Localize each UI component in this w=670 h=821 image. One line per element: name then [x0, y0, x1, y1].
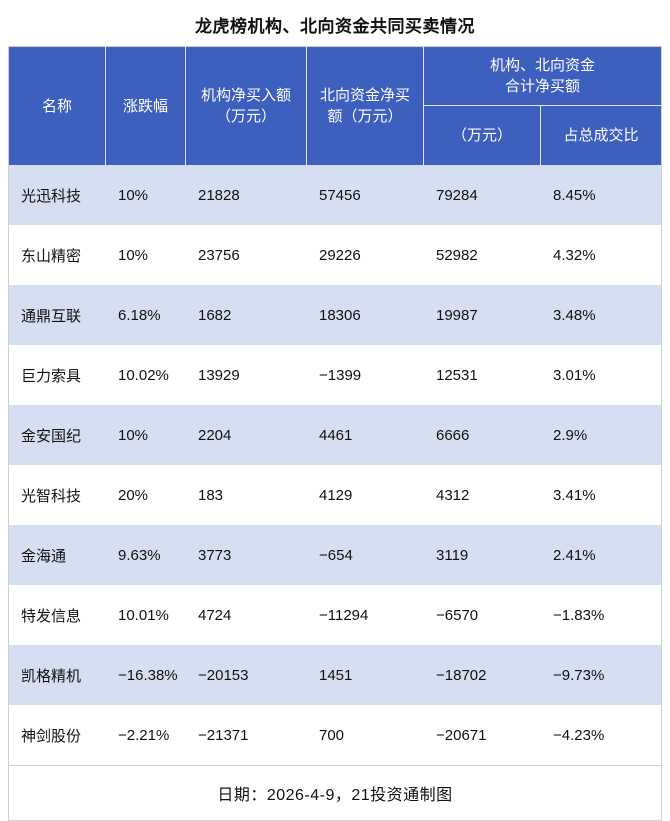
cell-total-net-buy: 4312 — [436, 486, 470, 504]
cell-inst-net-buy: −20153 — [198, 666, 249, 684]
header-label-line: 北向资金净买 — [319, 87, 410, 104]
header-label-line: 名称 — [41, 97, 72, 115]
cell-change: −16.38% — [118, 666, 178, 684]
cell-ratio: −4.23% — [553, 726, 605, 744]
cell-name: 巨力索具 — [21, 367, 82, 385]
group-header-title: 机构、北向资金 合计净买额 — [424, 47, 661, 106]
cell-total-net-buy: 52982 — [436, 246, 478, 264]
table-row: 光迅科技 10% 21828 57456 79284 8.45% — [9, 165, 661, 225]
header-label-line: 额（万元） — [327, 108, 403, 125]
cell-inst-net-buy: 13929 — [198, 366, 240, 384]
table-row: 金海通 9.63% 3773 −654 3119 2.41% — [9, 525, 661, 585]
cell-change: 10% — [118, 426, 149, 444]
cell-north-net-buy: 18306 — [319, 306, 361, 324]
column-header-name: 名称 — [9, 47, 106, 165]
cell-name: 特发信息 — [21, 607, 82, 625]
cell-north-net-buy: 1451 — [319, 666, 353, 684]
cell-change: 10% — [118, 186, 149, 204]
table-row: 东山精密 10% 23756 29226 52982 4.32% — [9, 225, 661, 285]
header-label-line: 涨跌幅 — [122, 97, 168, 115]
cell-north-net-buy: 57456 — [319, 186, 361, 204]
header-label-line: 机构净买入额 — [200, 87, 291, 104]
cell-inst-net-buy: 4724 — [198, 606, 232, 624]
cell-ratio: 2.41% — [553, 546, 596, 564]
table-row: 特发信息 10.01% 4724 −11294 −6570 −1.83% — [9, 585, 661, 645]
table-header: 名称 涨跌幅 机构净买入额 （万元） 北向资金净买 额（万元） 机构、北向资金 … — [9, 47, 661, 165]
cell-ratio: 4.32% — [553, 246, 596, 264]
data-table: 名称 涨跌幅 机构净买入额 （万元） 北向资金净买 额（万元） 机构、北向资金 … — [8, 46, 662, 821]
cell-name: 光迅科技 — [21, 187, 82, 205]
table-row: 通鼎互联 6.18% 1682 18306 19987 3.48% — [9, 285, 661, 345]
header-label-line: （万元） — [451, 127, 512, 144]
column-header-change: 涨跌幅 — [106, 47, 186, 165]
cell-inst-net-buy: 23756 — [198, 246, 240, 264]
table-body: 光迅科技 10% 21828 57456 79284 8.45% 东山精密 10… — [9, 165, 661, 765]
column-group-header-total: 机构、北向资金 合计净买额 （万元） 占总成交比 — [424, 47, 661, 165]
cell-total-net-buy: −18702 — [436, 666, 487, 684]
sub-header-ratio: 占总成交比 — [541, 106, 661, 165]
cell-total-net-buy: 3119 — [436, 546, 469, 564]
cell-name: 凯格精机 — [21, 667, 82, 685]
cell-total-net-buy: −6570 — [436, 606, 479, 624]
cell-ratio: −9.73% — [553, 666, 605, 684]
cell-total-net-buy: 12531 — [436, 366, 478, 384]
cell-name: 通鼎互联 — [21, 307, 82, 325]
cell-name: 金安国纪 — [21, 427, 82, 445]
column-header-north-net-buy: 北向资金净买 额（万元） — [307, 47, 424, 165]
cell-name: 神剑股份 — [21, 727, 82, 745]
sub-header-amount: （万元） — [424, 106, 541, 165]
table-row: 巨力索具 10.02% 13929 −1399 12531 3.01% — [9, 345, 661, 405]
cell-change: 10% — [118, 246, 149, 264]
cell-inst-net-buy: −21371 — [198, 726, 249, 744]
cell-inst-net-buy: 21828 — [198, 186, 240, 204]
cell-change: 20% — [118, 486, 149, 504]
table-row: 神剑股份 −2.21% −21371 700 −20671 −4.23% — [9, 705, 661, 765]
cell-north-net-buy: −1399 — [319, 366, 362, 384]
table-row: 光智科技 20% 183 4129 4312 3.41% — [9, 465, 661, 525]
cell-north-net-buy: −654 — [319, 546, 353, 564]
column-header-inst-net-buy: 机构净买入额 （万元） — [186, 47, 307, 165]
cell-ratio: 2.9% — [553, 426, 588, 444]
cell-total-net-buy: 79284 — [436, 186, 478, 204]
cell-north-net-buy: −11294 — [319, 606, 369, 624]
table-row: 凯格精机 −16.38% −20153 1451 −18702 −9.73% — [9, 645, 661, 705]
header-label-line: （万元） — [215, 108, 276, 125]
cell-change: 9.63% — [118, 546, 161, 564]
cell-ratio: 3.01% — [553, 366, 596, 384]
cell-inst-net-buy: 1682 — [198, 306, 232, 324]
header-label-line: 机构、北向资金 — [489, 57, 595, 74]
cell-total-net-buy: 6666 — [436, 426, 470, 444]
cell-change: 10.01% — [118, 606, 169, 624]
cell-change: 6.18% — [118, 306, 161, 324]
cell-north-net-buy: 29226 — [319, 246, 361, 264]
table-footer-note: 日期：2026-4-9，21投资通制图 — [9, 765, 661, 820]
cell-inst-net-buy: 3773 — [198, 546, 232, 564]
cell-north-net-buy: 4129 — [319, 486, 353, 504]
cell-ratio: −1.83% — [553, 606, 605, 624]
cell-name: 金海通 — [21, 547, 67, 565]
cell-inst-net-buy: 2204 — [198, 426, 232, 444]
cell-ratio: 3.41% — [553, 486, 596, 504]
group-sub-headers: （万元） 占总成交比 — [424, 106, 661, 165]
cell-name: 光智科技 — [21, 487, 82, 505]
cell-name: 东山精密 — [21, 247, 82, 265]
header-label-line: 合计净买额 — [504, 78, 580, 95]
cell-ratio: 3.48% — [553, 306, 596, 324]
cell-total-net-buy: −20671 — [436, 726, 487, 744]
table-row: 金安国纪 10% 2204 4461 6666 2.9% — [9, 405, 661, 465]
cell-change: −2.21% — [118, 726, 170, 744]
cell-total-net-buy: 19987 — [436, 306, 478, 324]
page-title: 龙虎榜机构、北向资金共同买卖情况 — [195, 17, 475, 36]
cell-ratio: 8.45% — [553, 186, 596, 204]
cell-change: 10.02% — [118, 366, 169, 384]
cell-north-net-buy: 4461 — [319, 426, 353, 444]
cell-north-net-buy: 700 — [319, 726, 345, 744]
cell-inst-net-buy: 183 — [198, 486, 224, 504]
header-label-line: 占总成交比 — [563, 127, 639, 144]
